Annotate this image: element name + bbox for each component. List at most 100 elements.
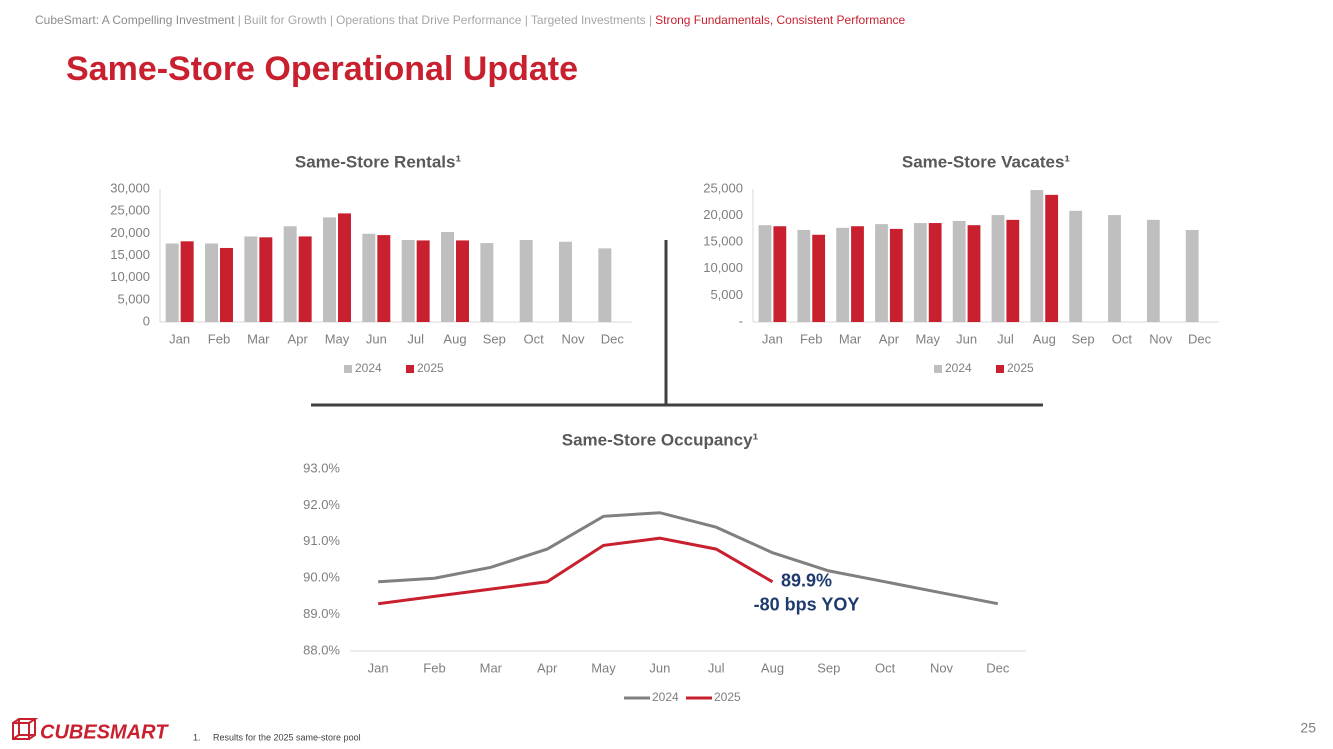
breadcrumb-item: Strong Fundamentals, Consistent Performa… [655,13,905,27]
bar [401,239,415,322]
bar [991,215,1005,322]
x-tick-label: Feb [800,331,822,346]
bar [165,243,179,322]
x-tick-label: Oct [875,660,896,675]
logo-icon [12,718,39,740]
breadcrumb-separator: | [330,13,333,27]
logo-text: CUBESMART [40,721,169,743]
bar [362,233,376,322]
x-tick-label: Apr [537,660,558,675]
bar [298,236,312,322]
bar [928,223,942,322]
breadcrumb-item: Built for Growth [244,13,330,27]
x-tick-label: Oct [524,331,545,346]
x-tick-label: Dec [986,660,1010,675]
x-tick-label: May [591,660,616,675]
breadcrumb-separator: | [649,13,652,27]
bar [220,247,233,322]
bar [205,243,218,322]
x-tick-label: Nov [1149,331,1173,346]
bar [559,241,572,322]
x-tick-label: Aug [761,660,784,675]
x-tick-label: Jun [649,660,670,675]
x-tick-label: Nov [930,660,954,675]
slide-title: Same-Store Operational Update [66,50,578,88]
logo-cube [12,722,30,740]
x-tick-label: Sep [1072,331,1095,346]
x-tick-label: Feb [423,660,445,675]
bar [913,223,927,322]
legend-swatch [344,365,352,373]
bar [519,239,533,322]
bar [338,213,351,322]
x-tick-label: Mar [247,331,270,346]
y-tick-label: 30,000 [110,180,150,195]
x-tick-label: Mar [839,331,862,346]
legend-label: 2025 [417,361,444,375]
x-tick-label: Jul [708,660,725,675]
x-tick-label: Feb [208,331,230,346]
x-tick-label: Dec [1188,331,1212,346]
x-tick-label: Jun [956,331,977,346]
legend-label: 2024 [945,361,972,375]
bar [1045,194,1059,322]
legend-swatch [406,365,414,373]
bar [967,225,981,322]
bar [377,235,391,322]
y-tick-label: 20,000 [703,207,743,222]
legend-swatch [934,365,942,373]
annotation: -80 bps YOY [754,595,860,615]
bar [758,225,772,322]
breadcrumb: CubeSmart: A Compelling Investment | Buil… [35,13,906,27]
y-tick-label: 10,000 [110,269,150,284]
breadcrumb-item: Targeted Investments [531,13,649,27]
chart-title: Same-Store Occupancy¹ [562,430,759,449]
bar [1108,215,1121,322]
y-tick-label: 25,000 [110,203,150,218]
y-tick-label: 93.0% [303,460,340,475]
chart-title: Same-Store Rentals¹ [295,152,462,171]
bar [259,237,273,322]
y-tick-label: 5,000 [710,287,743,302]
bar [851,226,864,322]
x-tick-label: Sep [483,331,506,346]
breadcrumb-separator: | [525,13,528,27]
y-tick-label: 10,000 [703,260,743,275]
x-tick-label: Apr [288,331,309,346]
y-tick-label: 20,000 [110,225,150,240]
bar [812,234,826,322]
bar [283,226,297,322]
bar [797,229,811,322]
x-tick-label: Jun [366,331,387,346]
x-tick-label: Sep [817,660,840,675]
bar [773,226,787,322]
legend-label: 2025 [714,690,741,704]
x-tick-label: Aug [443,331,466,346]
line-series [378,511,999,606]
legend-label: 2024 [652,690,679,704]
bar [1146,219,1160,322]
legend-label: 2024 [355,361,382,375]
y-tick-label: 91.0% [303,533,340,548]
y-tick-label: 88.0% [303,642,340,657]
x-tick-label: Jan [762,331,783,346]
bar [180,241,194,322]
y-tick-label: 90.0% [303,570,340,585]
bar [598,248,612,322]
breadcrumb-item: CubeSmart: A Compelling Investment [35,13,238,27]
footnote: Results for the 2025 same-store pool [213,732,361,742]
x-tick-label: Aug [1033,331,1056,346]
bar [244,236,258,322]
bar [889,228,903,322]
bar [1006,219,1020,322]
line-series [378,536,774,606]
bar [416,240,430,322]
legend-label: 2025 [1007,361,1034,375]
page-number: 25 [1300,720,1316,736]
bar [875,224,888,322]
y-tick-label: 15,000 [703,234,743,249]
x-tick-label: May [915,331,940,346]
legend-swatch [996,365,1004,373]
breadcrumb-separator: | [238,13,241,27]
